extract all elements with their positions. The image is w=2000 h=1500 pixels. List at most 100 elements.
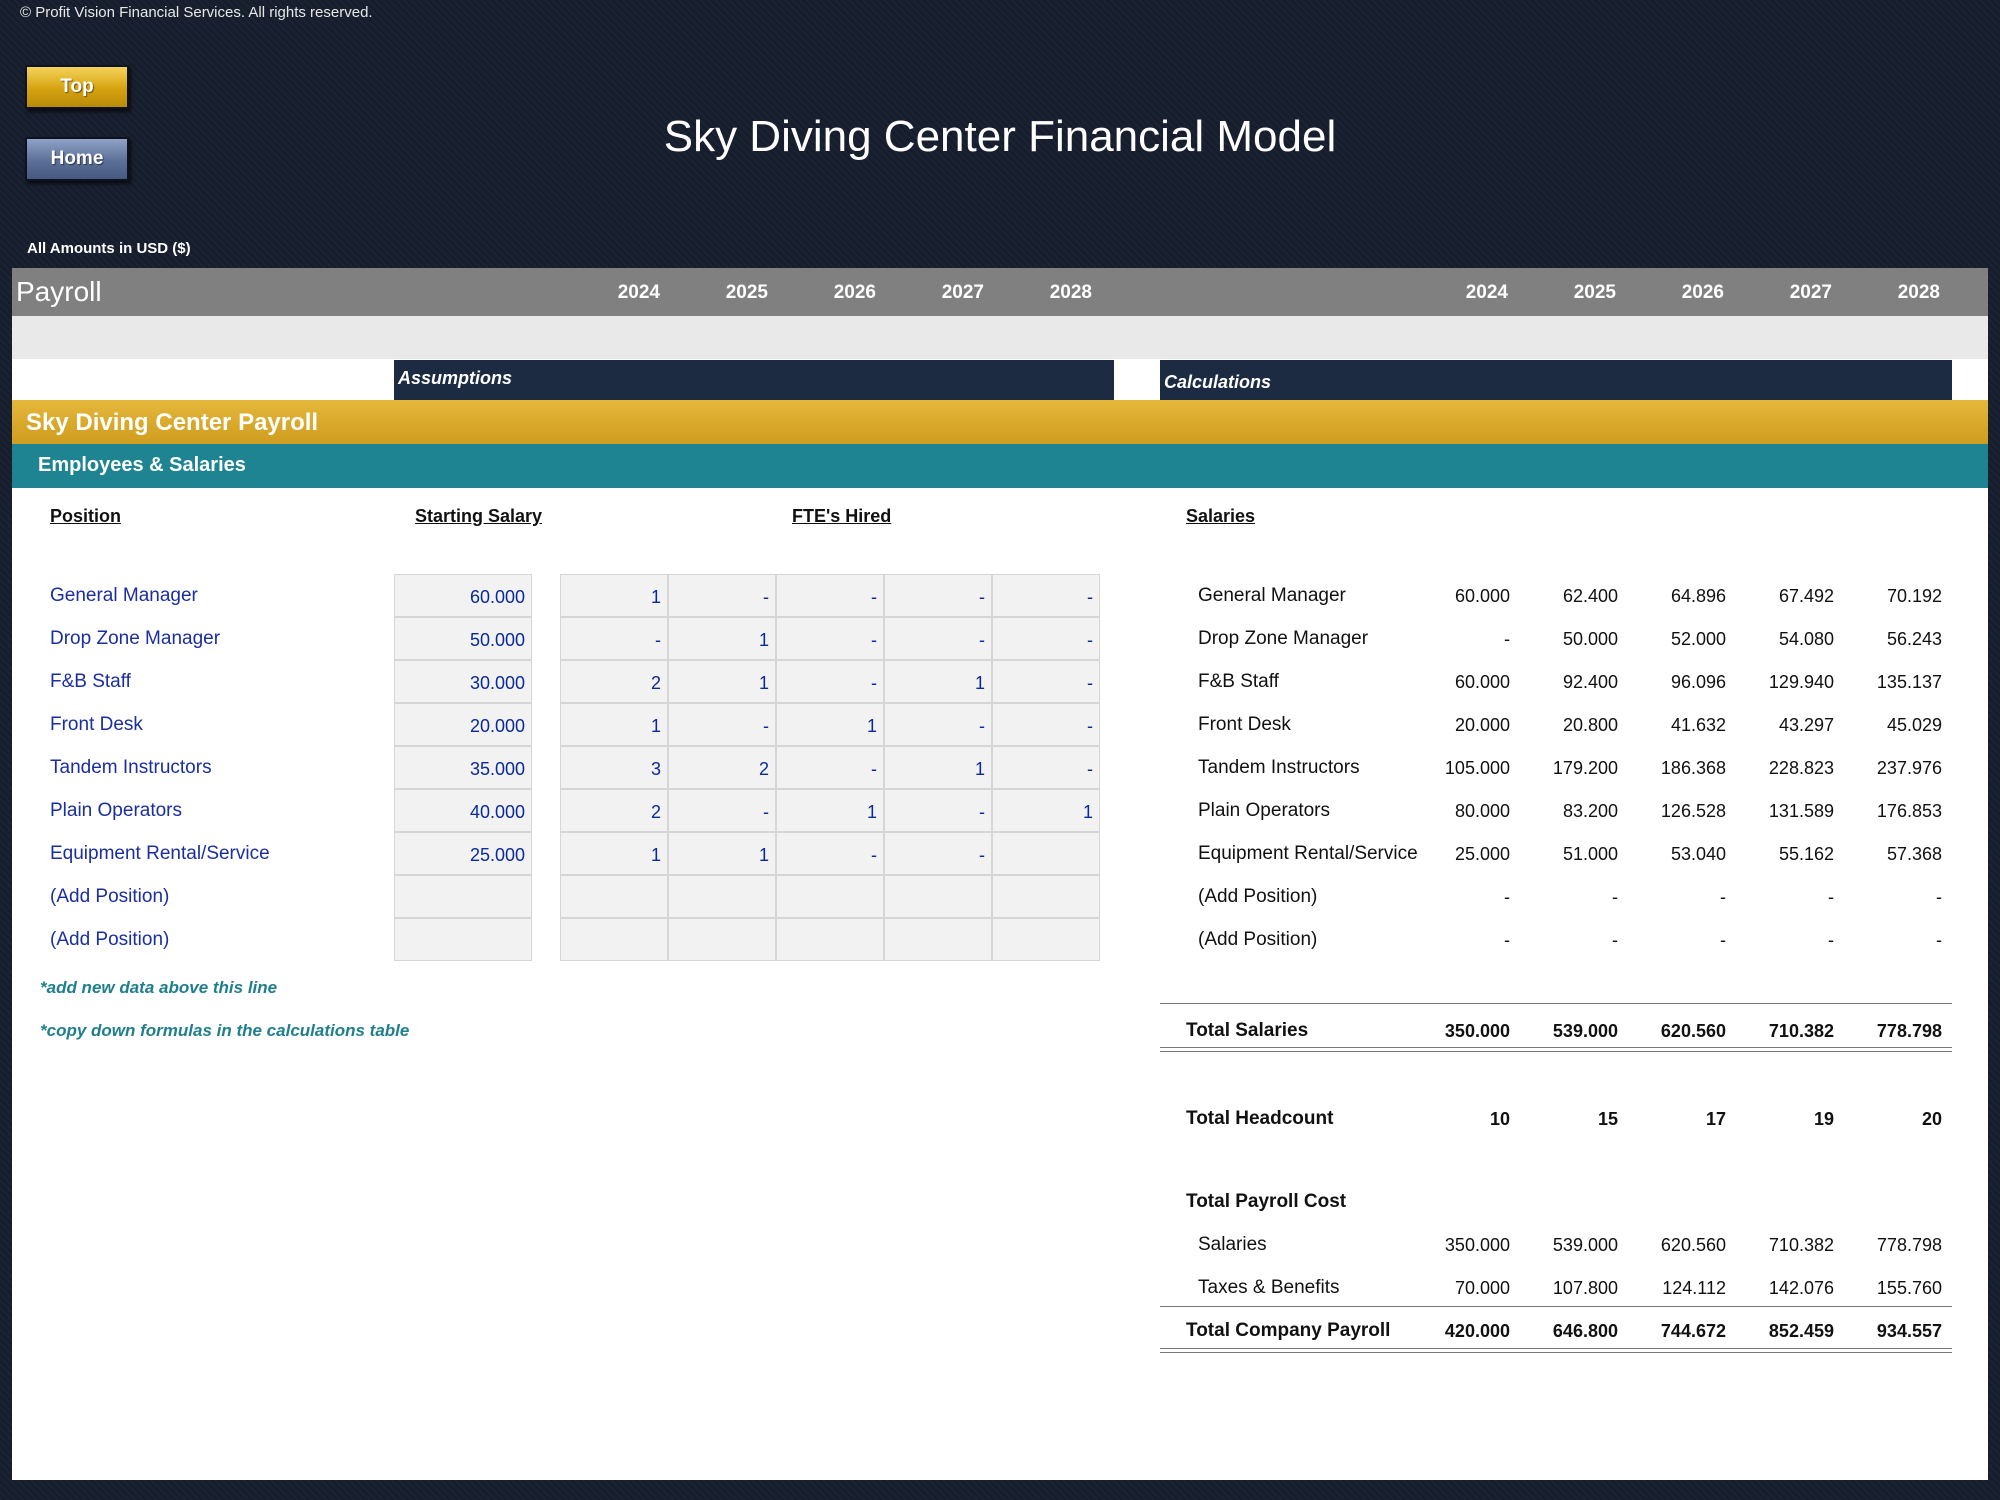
fte-hired-input[interactable]: - [776,746,884,789]
top-button[interactable]: Top [25,65,129,109]
taxes-benefits-label: Taxes & Benefits [1198,1277,1340,1298]
starting-salary-input[interactable]: 40.000 [394,789,532,832]
fte-hired-input[interactable] [992,875,1100,918]
fte-hired-input[interactable]: - [992,746,1100,789]
calc-salary-value: - [1936,887,1942,907]
total-company-payroll-value: 744.672 [1660,1321,1726,1341]
calc-salary-value: 25.000 [1454,844,1510,864]
fte-hired-input[interactable]: 2 [560,789,668,832]
fte-hired-input[interactable] [884,918,992,961]
calc-salary-value: 129.940 [1768,672,1834,692]
fte-hired-input[interactable]: - [992,660,1100,703]
calc-position-name: Plain Operators [1198,800,1331,821]
fte-hired-input[interactable]: - [668,789,776,832]
calc-position-name: General Manager [1198,585,1346,606]
total-salaries-value: 539.000 [1552,1021,1618,1041]
home-button[interactable]: Home [25,137,129,181]
fte-hired-input[interactable]: 1 [560,703,668,746]
fte-hired-input[interactable] [668,918,776,961]
calc-salary-value: - [1936,930,1942,950]
total-salaries-value: 778.798 [1876,1021,1942,1041]
assumption-year-header: 2025 [725,282,768,303]
fte-hired-input[interactable]: - [992,617,1100,660]
group-title: Sky Diving Center Payroll [26,409,319,436]
calc-position-name: Front Desk [1198,714,1291,735]
salaries-value: 539.000 [1552,1235,1618,1255]
starting-salary-input[interactable] [394,918,532,961]
fte-hired-input[interactable]: - [560,617,668,660]
fte-hired-input[interactable]: 1 [668,617,776,660]
starting-salary-input[interactable] [394,875,532,918]
fte-hired-input[interactable]: - [992,574,1100,617]
starting-salary-input[interactable]: 50.000 [394,617,532,660]
starting-salary-input[interactable]: 35.000 [394,746,532,789]
starting-salary-input[interactable]: 30.000 [394,660,532,703]
fte-hired-input[interactable]: - [884,703,992,746]
calc-salary-value: 96.096 [1670,672,1726,692]
fte-hired-input[interactable]: - [668,574,776,617]
starting-salary-input[interactable]: 25.000 [394,832,532,875]
fte-hired-input[interactable]: - [776,832,884,875]
fte-hired-input[interactable] [992,918,1100,961]
fte-hired-input[interactable]: 1 [668,660,776,703]
total-headcount-label: Total Headcount [1186,1108,1334,1129]
calc-salary-value: - [1504,887,1510,907]
calc-salary-value: 131.589 [1768,801,1834,821]
taxes-benefits-value: 142.076 [1768,1278,1834,1298]
fte-hired-input[interactable] [884,875,992,918]
position-name: F&B Staff [50,671,131,692]
calc-salary-value: 45.029 [1886,715,1942,735]
fte-hired-input[interactable] [668,875,776,918]
payroll-header-bar [12,268,1988,316]
fte-hired-input[interactable]: - [884,574,992,617]
fte-hired-input[interactable]: - [992,703,1100,746]
position-name: (Add Position) [50,929,170,950]
fte-hired-input[interactable]: 1 [992,789,1100,832]
fte-hired-input[interactable]: - [884,617,992,660]
total-company-payroll-value: 646.800 [1552,1321,1618,1341]
fte-hired-input[interactable]: - [884,832,992,875]
total-salaries-value: 620.560 [1660,1021,1726,1041]
fte-hired-input[interactable]: - [776,574,884,617]
fte-hired-input[interactable]: 2 [668,746,776,789]
calc-salary-value: 56.243 [1886,629,1942,649]
fte-hired-input[interactable] [560,875,668,918]
calc-position-name: F&B Staff [1198,671,1279,692]
page-title: Sky Diving Center Financial Model [663,112,1337,161]
fte-hired-input[interactable]: - [668,703,776,746]
copy-formulas-note: *copy down formulas in the calculations … [40,1021,410,1040]
fte-hired-input[interactable]: 2 [560,660,668,703]
assumption-year-header: 2024 [617,282,660,303]
fte-hired-input[interactable]: - [884,789,992,832]
fte-hired-input[interactable]: - [776,617,884,660]
fte-hired-input[interactable]: 1 [884,660,992,703]
calc-year-header: 2024 [1465,282,1508,303]
fte-hired-input[interactable]: 1 [776,789,884,832]
fte-hired-input[interactable]: 1 [668,832,776,875]
calc-salary-value: 126.528 [1660,801,1726,821]
salaries-value: 620.560 [1660,1235,1726,1255]
fte-hired-input[interactable] [560,918,668,961]
assumption-year-header: 2026 [833,282,876,303]
calc-salary-value: 43.297 [1778,715,1834,735]
fte-hired-input[interactable]: 1 [776,703,884,746]
calculations-band: Calculations [1160,360,1952,402]
fte-hired-input[interactable] [992,832,1100,875]
fte-hired-input[interactable]: 1 [560,574,668,617]
fte-hired-input[interactable]: 3 [560,746,668,789]
starting-salary-column-header: Starting Salary [415,506,543,526]
fte-hired-input[interactable] [776,875,884,918]
starting-salary-input[interactable]: 20.000 [394,703,532,746]
calc-salary-value: 67.492 [1778,586,1834,606]
starting-salary-input[interactable]: 60.000 [394,574,532,617]
fte-hired-input[interactable]: 1 [884,746,992,789]
fte-hired-input[interactable] [776,918,884,961]
fte-hired-input[interactable]: - [776,660,884,703]
calc-salary-value: - [1720,887,1726,907]
assumptions-band: Assumptions [394,360,1114,402]
calc-salary-value: 53.040 [1670,844,1726,864]
total-salaries-value: 350.000 [1444,1021,1510,1041]
double-underline [1160,1348,1952,1353]
position-column-header: Position [50,506,121,526]
fte-hired-input[interactable]: 1 [560,832,668,875]
